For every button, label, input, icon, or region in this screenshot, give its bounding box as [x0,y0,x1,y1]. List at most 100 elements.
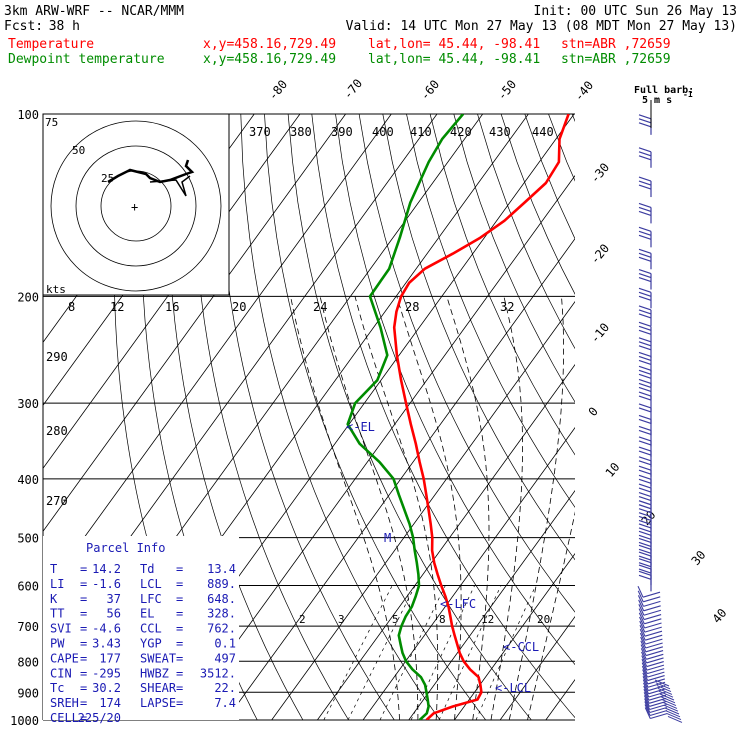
dewpoint-legend: Dewpoint temperature [8,52,165,67]
wind-barb-staff [646,661,664,668]
wind-barb-flag [638,608,645,620]
wind-barb-staff [649,697,667,704]
wind-barb-flag [643,695,650,707]
moist-adiabat [527,511,575,720]
parcel-info-cell: -4.6 [92,622,121,636]
wind-barb-flag [643,685,650,698]
wind-barb-flag [638,386,652,393]
pressure-tick-label: 500 [17,532,39,546]
hodograph-ring-label-50: 50 [72,144,85,157]
moist-adiabat [446,296,490,720]
isotherm-label-right: -30 [588,160,613,186]
wind-barb-flag [638,305,652,311]
isotherm-label-right: 40 [710,606,730,626]
wind-barb-staff [643,609,662,616]
parcel-info-cell: TT [50,607,64,621]
wind-barb-flag [641,662,648,674]
wind-barb-flag [643,692,650,704]
wind-barb-flag [640,636,647,649]
wind-barb-flag [638,276,652,283]
parcel-info-cell: = [80,622,87,636]
isotherm-line [499,616,575,720]
wind-barb-flag [638,450,652,456]
parcel-info-cell: = [176,666,183,680]
parcel-info-cell: CELL [50,711,79,725]
wind-barb-flag [638,382,652,389]
wind-barb-flag [642,676,649,688]
isotherm-line [591,114,740,720]
hodograph: 25 50 75 + kts [42,113,230,296]
wind-barb-staff [647,671,665,678]
temperature-latlon: lat,lon= 45.44, -98.41 [368,37,540,52]
wind-barb-flag [638,429,652,435]
parcel-info-cell: = [176,696,183,710]
parcel-info-cell: -295 [92,666,121,680]
isotherm-line [408,490,575,720]
wind-barb-flag [638,544,652,550]
dry-adiabat [358,114,575,613]
parcel-info-cell: YGP [140,637,162,651]
level-markers: <-EL M <-LFC <-CCL <-LCL [346,420,539,695]
hodograph-storm-motion [149,175,191,197]
wind-barb-flag [638,456,652,462]
barb-legend-line1: Full barb: [634,85,694,96]
wind-barb-staff [657,687,673,695]
model-title: 3km ARW-WRF -- NCAR/MMM [4,4,184,19]
parcel-info-cell: 56 [107,607,121,621]
wind-barb-flag [638,122,652,128]
wind-barb-flag [638,291,652,297]
dry-adiabat [453,114,575,403]
wind-barb-flag [641,665,648,678]
wind-barb-flag [638,180,652,186]
wind-barb-flag [638,351,652,358]
parcel-info-cell: = [80,711,87,725]
wind-barb-flag [638,436,652,442]
temperature-station: stn=ABR ,72659 [561,37,671,52]
parcel-info-cell: 177 [99,651,121,665]
header: 3km ARW-WRF -- NCAR/MMM Init: 00 UTC Sun… [4,4,737,67]
wind-barb-staff [645,634,663,641]
moist-adiabat-label: 12 [110,300,124,314]
wind-barb-flag [644,698,651,710]
ccl-marker: <-CCL [503,640,539,654]
wind-barb-flag [644,707,651,719]
dewpoint-profile [346,114,465,720]
dewpoint-station: stn=ABR ,72659 [561,52,671,67]
wind-barb-flag [638,562,652,568]
parcel-info-cell: CIN [50,666,72,680]
wind-barb-flag [638,341,652,347]
wind-barb-flag [638,537,652,543]
wind-barb-flag [638,272,652,279]
wind-barb-flag [638,425,652,431]
wind-barb-staff [646,664,665,671]
mixing-ratio-label: 20 [537,613,550,626]
temperature-xy: x,y=458.16,729.49 [203,37,336,52]
potential-temperature-label: 420 [450,125,472,139]
isotherm-label-right: -10 [588,320,613,346]
wind-barb-flag [638,369,652,375]
wind-barb-flag [638,555,652,561]
dry-adiabat [406,114,575,508]
lfc-marker: <-LFC [440,597,476,611]
wind-barb-flag [638,604,645,616]
isotherm-label-right: 0 [586,404,601,419]
parcel-info-cell: = [176,681,183,695]
wind-barb-flag [638,612,645,625]
dry-adiabat [240,114,441,720]
wind-barb-flag [638,527,652,533]
hodograph-kts-label: kts [46,283,66,296]
wind-barb-staff [645,642,663,649]
wind-barb-staff [647,678,665,685]
parcel-info-cell: 14.2 [92,562,121,576]
parcel-info-cell: 7.4 [214,696,236,710]
wind-barb-flag [644,701,651,713]
wind-barb-flag [638,446,652,452]
parcel-info-cell: SVI [50,622,72,636]
wind-barb-staff [648,688,666,695]
parcel-info-cell: 22. [214,681,236,695]
parcel-info-cell: 3512. [200,666,236,680]
wind-barb-staff [648,685,666,692]
isotherm-line [454,553,575,720]
lcl-marker: <-LCL [495,681,531,695]
mixing-ratio-label: 8 [439,613,446,626]
